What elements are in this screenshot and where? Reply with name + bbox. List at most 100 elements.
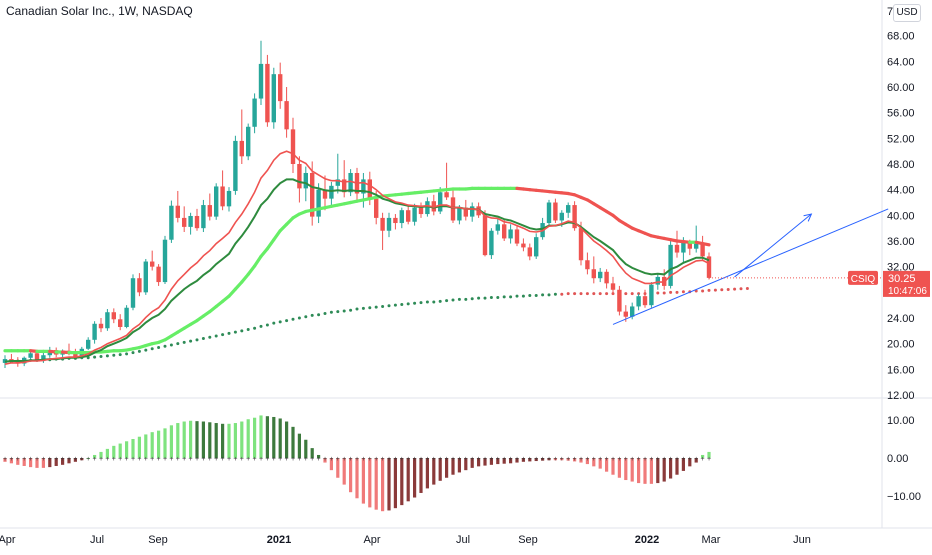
osc-bar: [41, 458, 45, 468]
osc-bar: [195, 421, 199, 458]
chart-title: Canadian Solar Inc., 1W, NASDAQ: [6, 4, 193, 18]
ma200-point: [720, 288, 724, 292]
osc-bar: [681, 458, 685, 471]
candle-body: [239, 140, 244, 157]
osc-bar: [29, 458, 33, 468]
osc-bar: [521, 458, 525, 462]
osc-bar: [374, 458, 378, 510]
time-axis-label: Apr: [363, 534, 380, 546]
osc-bar: [246, 419, 250, 458]
mid-ma-line: [4, 178, 710, 363]
time-axis-label: Sep: [148, 534, 168, 546]
osc-bar: [105, 448, 109, 458]
ma200-point: [662, 291, 666, 295]
trendline: [612, 208, 889, 325]
ma200-point: [592, 292, 596, 296]
slow-ma-segment: [253, 254, 263, 268]
time-axis-label: 2021: [267, 534, 291, 546]
ma200-point: [304, 315, 308, 319]
candle-body: [92, 323, 97, 340]
candle-body: [41, 355, 46, 360]
candle-body: [572, 205, 577, 229]
osc-zero-marker: +: [432, 456, 436, 463]
osc-zero-marker: +: [22, 456, 26, 463]
osc-bar: [502, 458, 506, 464]
osc-bar: [630, 458, 634, 482]
osc-bar: [393, 458, 397, 509]
ma200-point: [713, 288, 717, 292]
osc-zero-marker: +: [342, 456, 346, 463]
candle-body: [322, 189, 328, 199]
osc-zero-marker: +: [310, 456, 314, 463]
osc-bar: [22, 458, 26, 466]
candle-body: [687, 242, 692, 249]
ma200-point: [393, 303, 397, 307]
osc-bar: [157, 430, 161, 458]
ma200-point: [585, 292, 589, 296]
osc-bar: [54, 458, 58, 466]
candle-body: [252, 98, 257, 127]
candle-body: [271, 74, 276, 123]
osc-bar: [534, 458, 538, 462]
osc-zero-marker: +: [688, 456, 692, 463]
candle-body: [290, 129, 296, 164]
ma200-point: [201, 337, 205, 341]
candle-body: [386, 217, 392, 231]
ma200-point: [310, 313, 314, 317]
ma200-point: [253, 326, 257, 330]
osc-bar: [99, 451, 103, 458]
ma200-point: [419, 301, 423, 305]
osc-bar: [451, 458, 455, 475]
ma200-point: [579, 292, 583, 296]
ma200-point: [656, 291, 660, 295]
osc-zero-marker: +: [541, 456, 545, 463]
osc-zero-marker: +: [681, 456, 685, 463]
price-tick-label: 12.00: [887, 390, 915, 402]
candle-body: [578, 228, 584, 261]
candle-body: [310, 172, 315, 217]
candle-body: [470, 206, 475, 217]
osc-zero-marker: +: [304, 456, 308, 463]
candle-body: [636, 296, 641, 307]
osc-bar: [528, 458, 532, 462]
osc-bar: [93, 454, 97, 458]
candle-body: [457, 207, 462, 221]
osc-zero-marker: +: [605, 456, 609, 463]
ma200-point: [681, 290, 685, 294]
osc-zero-marker: +: [297, 456, 301, 463]
candle-body: [34, 353, 40, 360]
ma200-point: [291, 317, 295, 321]
osc-zero-marker: +: [29, 456, 33, 463]
osc-bar: [585, 458, 589, 465]
candle-body: [86, 339, 91, 349]
candle-body: [284, 101, 289, 130]
osc-bar: [457, 458, 461, 473]
price-tick-label: 20.00: [887, 339, 915, 351]
ma200-point: [432, 300, 436, 304]
ma200-point: [118, 353, 122, 357]
osc-bar: [291, 426, 295, 458]
osc-zero-marker: +: [336, 456, 340, 463]
osc-bar: [272, 416, 276, 458]
ma200-point: [163, 344, 167, 348]
currency-button[interactable]: USD: [893, 4, 921, 22]
trendline-arrowhead: [803, 213, 813, 222]
osc-zero-marker: +: [80, 456, 84, 463]
osc-zero-marker: +: [176, 456, 180, 463]
ma200-point: [259, 324, 263, 328]
ma200-point: [425, 300, 429, 304]
ma200-point: [515, 294, 519, 298]
osc-bar: [336, 458, 340, 478]
osc-bar: [182, 421, 186, 458]
osc-zero-marker: +: [16, 456, 20, 463]
candle-body: [258, 63, 264, 99]
osc-bar: [329, 458, 333, 471]
osc-bar: [189, 420, 193, 458]
osc-bar: [509, 458, 513, 464]
osc-zero-marker: +: [9, 456, 13, 463]
osc-zero-marker: +: [419, 456, 423, 463]
osc-zero-marker: +: [329, 456, 333, 463]
ma200-point: [93, 355, 97, 359]
